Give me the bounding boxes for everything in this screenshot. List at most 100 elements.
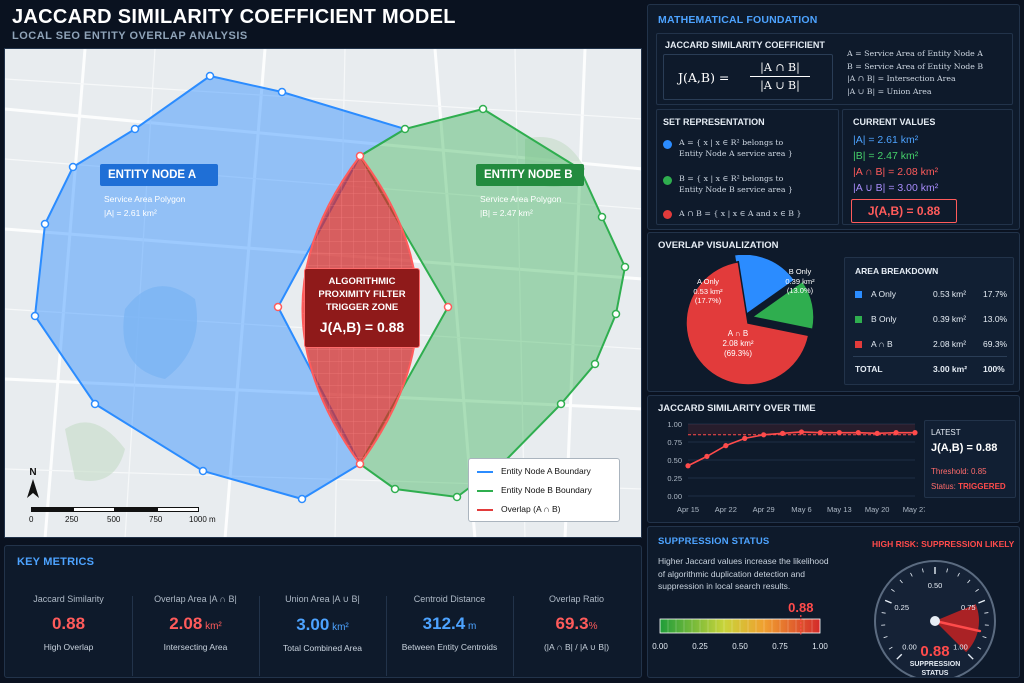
data-point	[742, 435, 748, 441]
pie-b-pct: (13.0%)	[786, 286, 814, 295]
suppression-risk: HIGH RISK: SUPPRESSION LIKELY	[872, 539, 1015, 549]
data-point	[779, 430, 786, 436]
row-b-name: B Only	[871, 314, 897, 324]
pie-ab-name: A ∩ B	[727, 329, 749, 338]
set-ab-line1: A ∩ B = { x | x ∈ A and x ∈ B }	[679, 209, 802, 218]
scale-250: 250	[65, 515, 79, 524]
metric-union-area: Union Area |A ∪ B| 3.00 km² Total Combin…	[259, 566, 386, 653]
key-metrics-panel: KEY METRICS Jaccard Similarity 0.88 High…	[4, 545, 642, 678]
cv-title: CURRENT VALUES	[853, 117, 936, 127]
gauge-tick	[899, 579, 903, 584]
map-panel[interactable]: ENTITY NODE A Service Area Polygon |A| =…	[4, 48, 642, 538]
gauge-tick	[888, 646, 893, 650]
node-a-sub2: |A| = 2.61 km²	[104, 208, 157, 218]
pie-slice-intersection[interactable]	[685, 260, 810, 386]
metric-union-unit: km²	[329, 622, 349, 633]
pie-a-name: A Only	[696, 277, 720, 286]
pie-label-b: B Only 0.39 km² (13.0%)	[775, 267, 825, 296]
cv-intersection: |A ∩ B| = 2.08 km²	[853, 166, 939, 178]
gauge-tick	[957, 572, 960, 577]
def-intersection: |A ∩ B| = Intersection Area	[847, 74, 956, 83]
cv-a: |A| = 2.61 km²	[853, 134, 919, 146]
gauge-tick	[881, 612, 886, 614]
suppression-gradient	[660, 619, 820, 633]
compass-label: N	[29, 467, 37, 478]
metric-union-value: 3.00	[296, 615, 330, 634]
metric-overlap-value: 2.08	[169, 614, 203, 633]
pie-slice-b-only[interactable]	[750, 280, 815, 331]
similarity-line	[687, 431, 915, 467]
row-a-pct: 17.7%	[983, 289, 1008, 299]
def-union: |A ∪ B| = Union Area	[847, 86, 932, 96]
node-b-sub1: Service Area Polygon	[480, 194, 562, 204]
math-title: MATHEMATICAL FOUNDATION	[658, 14, 818, 26]
pie-slice-a-only[interactable]	[733, 255, 796, 318]
overlap-pie[interactable]	[653, 255, 843, 391]
timeline-panel: JACCARD SIMILARITY OVER TIME 0.00 0.25 0.5…	[647, 395, 1020, 523]
zone-line2: PROXIMITY FILTER	[318, 289, 406, 300]
gauge-tick-label: 0.75	[961, 603, 976, 612]
area-breakdown: AREA BREAKDOWN A Only 0.53 km² 17.7% B O…	[844, 257, 1014, 385]
bar-frame	[659, 618, 821, 634]
legend-a: Entity Node A Boundary	[501, 466, 591, 476]
metric-union-label: Union Area |A ∪ B|	[285, 594, 360, 604]
breakdown-title: AREA BREAKDOWN	[855, 266, 939, 276]
y-tick-label: 0.25	[667, 474, 682, 483]
y-tick-label: 0.75	[667, 438, 682, 447]
row-total-pct: 100%	[983, 364, 1005, 374]
row-b-area: 0.39 km²	[933, 314, 967, 324]
gauge-tick	[922, 568, 924, 573]
data-point	[893, 430, 899, 436]
pie-label-ab: A ∩ B 2.08 km² (69.3%)	[708, 329, 768, 359]
north-compass: N	[25, 467, 41, 505]
scale-500: 500	[107, 515, 121, 524]
metric-jaccard: Jaccard Similarity 0.88 High Overlap	[5, 566, 132, 652]
row-ab-name: A ∩ B	[871, 339, 893, 349]
gauge-tick-label: 1.00	[953, 642, 968, 651]
latest-status-value: TRIGGERED	[958, 482, 1006, 491]
metric-centroid-unit: m	[465, 621, 477, 632]
gauge-tick	[946, 568, 948, 573]
timeline-title: JACCARD SIMILARITY OVER TIME	[658, 403, 816, 414]
node-a-sub1: Service Area Polygon	[104, 194, 186, 204]
gauge-caption-1: SUPPRESSION	[910, 661, 961, 668]
pie-ab-pct: (69.3%)	[723, 349, 752, 358]
metric-centroid-label: Centroid Distance	[413, 594, 486, 604]
data-point	[723, 443, 729, 449]
row-b-pct: 13.0%	[983, 314, 1008, 324]
gauge-tick-label: 0.50	[928, 581, 943, 590]
bar-tick-label: 1.00	[812, 642, 828, 651]
bar-tick-label: 0.50	[732, 642, 748, 651]
cv-union: |A ∪ B| = 3.00 km²	[853, 182, 939, 194]
data-point	[836, 430, 842, 436]
node-a-title: ENTITY NODE A	[100, 164, 218, 186]
metric-ratio-value: 69.3	[555, 614, 589, 633]
math-panel: MATHEMATICAL FOUNDATION JACCARD SIMILARI…	[647, 4, 1020, 230]
gauge-tick-label: 0.25	[894, 603, 909, 612]
data-point	[817, 430, 824, 436]
gauge-tick	[982, 636, 987, 639]
metric-overlap-label: Overlap Area |A ∩ B|	[154, 594, 237, 604]
latest-box: LATEST J(A,B) = 0.88 Threshold: 0.85 Sta…	[924, 420, 1016, 498]
overlap-panel: OVERLAP VISUALIZATION A Only 0.53 km² (1…	[647, 232, 1020, 392]
gauge-tick	[984, 612, 989, 614]
set-a-line1: A = { x | x ∈ R² belongs to	[679, 138, 784, 147]
pie-b-value: 0.39 km²	[785, 276, 815, 286]
row-ab-area: 2.08 km²	[933, 339, 967, 349]
y-tick-label: 0.00	[667, 492, 682, 501]
page-subtitle: LOCAL SEO ENTITY OVERLAP ANALYSIS	[12, 30, 248, 42]
timeline-chart[interactable]: 0.00 0.25 0.50 0.75 1.00 Apr 15 Apr 22 Apr 29 Ma…	[650, 416, 925, 522]
gauge-tick	[896, 653, 903, 660]
coef-title: JACCARD SIMILARITY COEFFICIENT	[665, 40, 825, 50]
metric-ratio-label: Overlap Ratio	[548, 594, 605, 604]
set-a-line2: Entity Node A service area }	[679, 149, 793, 158]
formula-num: |A ∩ B|	[760, 61, 800, 74]
metric-jaccard-label: Jaccard Similarity	[33, 594, 104, 604]
x-tick-label: May 6	[791, 505, 811, 514]
latest-value: J(A,B) = 0.88	[931, 442, 998, 454]
set-box: SET REPRESENTATION A = { x | x ∈ R² belo…	[656, 109, 839, 225]
pie-b-name: B Only	[788, 267, 812, 276]
map-legend: Entity Node A Boundary Entity Node B Bou…	[468, 458, 620, 522]
metric-centroid-sub: Between Entity Centroids	[401, 642, 498, 652]
